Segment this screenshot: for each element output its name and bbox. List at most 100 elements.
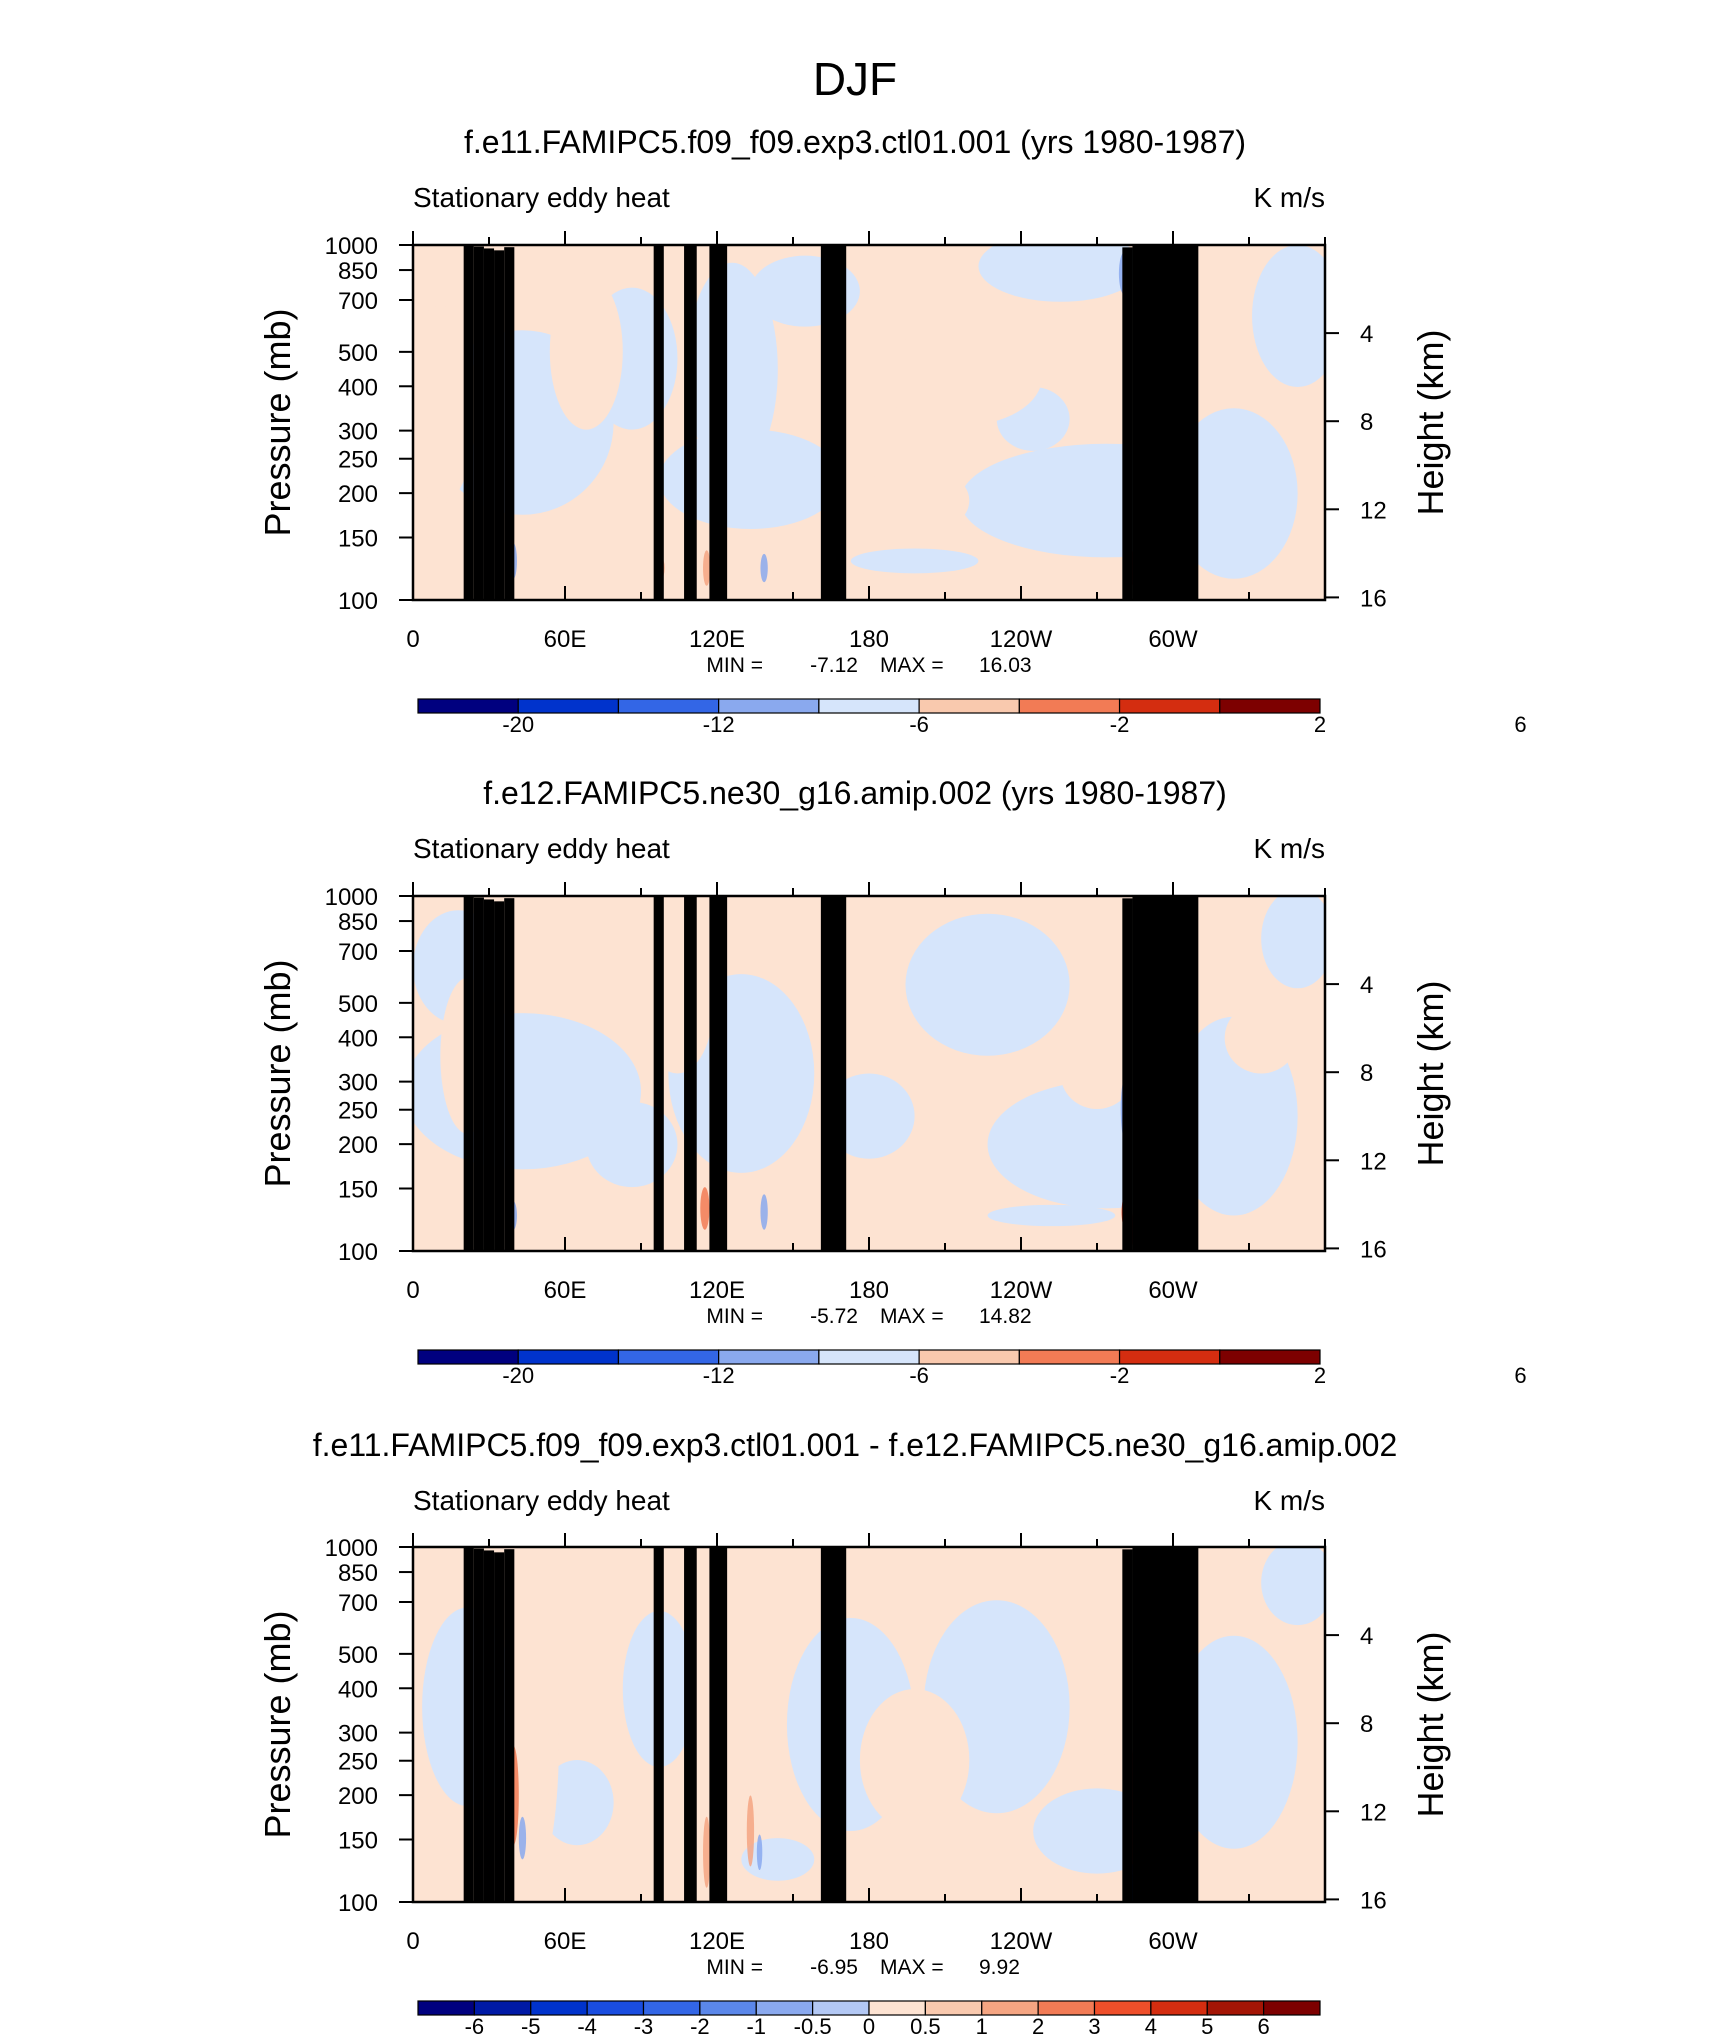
negative-region (1261, 896, 1325, 989)
colorbar-box (417, 1349, 519, 1365)
topography (820, 1547, 847, 1902)
colorbar-label: -2 (1110, 1363, 1130, 1388)
x-tick-label: 0 (406, 1277, 419, 1304)
units-label: K m/s (1253, 833, 1325, 864)
y-tick-label: 300 (338, 1721, 378, 1748)
colorbar-label: 12 (1709, 1363, 1710, 1388)
x-tick-label: 120E (689, 1277, 745, 1304)
max-label: MAX = (880, 1305, 944, 1328)
y2-tick-label: 16 (1360, 1236, 1387, 1263)
max-label: MAX = (880, 654, 944, 677)
colorbar-label: 12 (1709, 712, 1710, 737)
y-tick-label: 300 (338, 419, 378, 446)
y-tick-label: 850 (338, 1560, 378, 1587)
y2-tick-label: 4 (1360, 972, 1373, 999)
positive-region (859, 465, 970, 537)
colorbar-box (1219, 698, 1321, 714)
colorbar-label: 2 (1314, 1363, 1326, 1388)
colorbar-label: -6 (909, 1363, 929, 1388)
colorbar-box (818, 698, 920, 714)
y2-tick-label: 4 (1360, 1623, 1373, 1650)
negative-region (823, 1073, 915, 1159)
topography (1122, 898, 1133, 1251)
y-tick-label: 150 (338, 1827, 378, 1854)
y2-tick-label: 8 (1360, 1711, 1373, 1738)
y2-tick-label: 16 (1360, 1887, 1387, 1914)
negative-region (540, 1760, 614, 1846)
topography (473, 246, 484, 600)
negative-region (659, 429, 842, 529)
contour-feature (700, 1187, 710, 1230)
panel-1: f.e11.FAMIPC5.f09_f09.exp3.ctl01.001 (yr… (257, 124, 1710, 737)
panel-title: f.e11.FAMIPC5.f09_f09.exp3.ctl01.001 (yr… (464, 124, 1246, 160)
positive-region (1224, 1002, 1298, 1074)
positive-region (641, 931, 714, 1074)
colorbar-box (699, 2000, 757, 2016)
topography (494, 1552, 505, 1902)
y2-tick-label: 8 (1360, 409, 1373, 436)
colorbar-box (1206, 2000, 1265, 2016)
colorbar-box (1018, 698, 1121, 714)
units-label: K m/s (1253, 182, 1325, 213)
colorbar-box (473, 2000, 532, 2016)
contour-feature (518, 1816, 527, 1860)
min-label: MIN = (706, 654, 763, 677)
topography (483, 1550, 495, 1902)
topography (494, 250, 505, 600)
colorbar-label: 4 (1145, 2014, 1157, 2038)
x-tick-label: 180 (849, 1928, 889, 1955)
y-tick-label: 400 (338, 374, 378, 401)
x-tick-label: 120W (990, 1277, 1053, 1304)
topography (473, 1548, 484, 1902)
x-tick-label: 60E (544, 1928, 587, 1955)
negative-region (850, 548, 979, 574)
colorbar: -20-12-6-2261220 (417, 1349, 1710, 1388)
topography (653, 896, 664, 1251)
colorbar-label: -2 (1110, 712, 1130, 737)
x-tick-label: 0 (406, 626, 419, 653)
figure-title: DJF (813, 53, 897, 105)
x-tick-label: 120E (689, 1928, 745, 1955)
colorbar-box (718, 1349, 820, 1365)
colorbar-box (818, 1349, 920, 1365)
y-tick-label: 400 (338, 1676, 378, 1703)
contour-feature (703, 550, 711, 586)
positive-region (859, 1689, 970, 1831)
topography (483, 899, 495, 1251)
y-tick-label: 300 (338, 1070, 378, 1097)
colorbar-box (1263, 2000, 1321, 2016)
colorbar-box (1037, 2000, 1096, 2016)
x-tick-label: 0 (406, 1928, 419, 1955)
contour-feature (703, 1816, 711, 1888)
colorbar-box (718, 698, 820, 714)
colorbar-box (1118, 1349, 1221, 1365)
panel-title: f.e11.FAMIPC5.f09_f09.exp3.ctl01.001 - f… (313, 1427, 1398, 1463)
colorbar-box (417, 698, 519, 714)
y-tick-label: 200 (338, 1132, 378, 1159)
topography (709, 896, 728, 1251)
x-tick-label: 60E (544, 1277, 587, 1304)
contour-feature (746, 1795, 755, 1867)
x-tick-label: 60W (1148, 626, 1198, 653)
x-tick-label: 120W (990, 626, 1053, 653)
y2-axis-title: Height (km) (1410, 1631, 1451, 1817)
negative-region (1252, 245, 1325, 387)
colorbar-box (1219, 1349, 1321, 1365)
x-tick-label: 180 (849, 1277, 889, 1304)
x-tick-label: 120W (990, 1928, 1053, 1955)
y-tick-label: 500 (338, 1642, 378, 1669)
colorbar-label: 3 (1088, 2014, 1100, 2038)
topography (463, 896, 474, 1251)
units-label: K m/s (1253, 1485, 1325, 1516)
y-tick-label: 200 (338, 481, 378, 508)
y-tick-label: 700 (338, 288, 378, 315)
y2-axis-title: Height (km) (1410, 980, 1451, 1166)
topography (1122, 1549, 1133, 1902)
colorbar-label: -3 (634, 2014, 654, 2038)
max-value: 14.82 (979, 1305, 1032, 1328)
topography (1132, 245, 1173, 600)
y-axis-title: Pressure (mb) (257, 308, 298, 536)
colorbar-label: -20 (502, 712, 534, 737)
colorbar-label: -2 (690, 2014, 710, 2038)
positive-region (878, 326, 1043, 427)
